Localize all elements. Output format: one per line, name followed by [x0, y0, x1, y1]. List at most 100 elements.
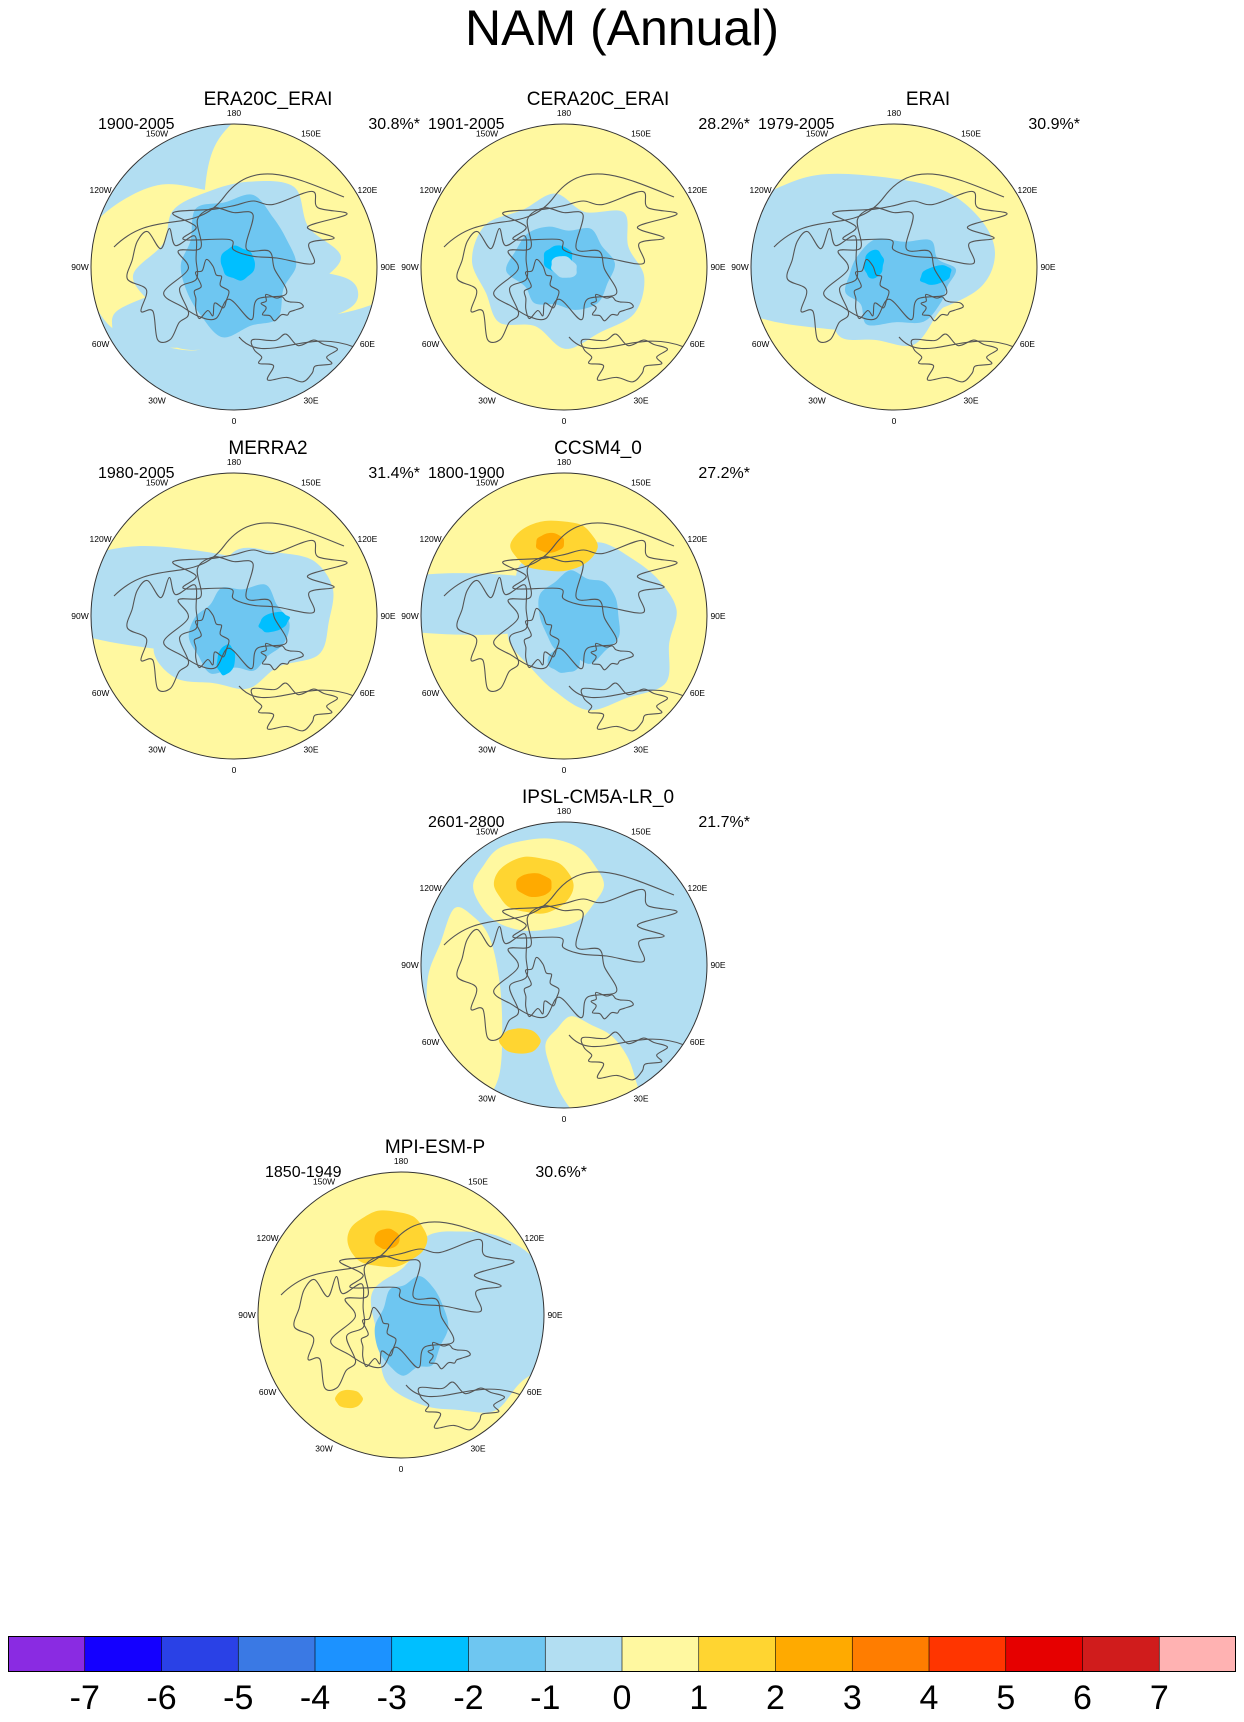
longitude-label: 60E	[690, 688, 705, 698]
coastline	[417, 1381, 506, 1431]
colorbar-tick-label: -6	[146, 1679, 177, 1717]
longitude-label: 30W	[148, 395, 165, 405]
coastline	[280, 1221, 512, 1296]
coastline	[580, 333, 669, 383]
panel-period: 1850-1949	[265, 1164, 342, 1181]
coastline	[260, 642, 304, 671]
longitude-label: 150W	[476, 827, 498, 837]
longitude-label: 150E	[631, 827, 651, 837]
coastline	[443, 871, 675, 946]
longitude-label: 0	[232, 416, 237, 426]
colorbar-swatch	[161, 1636, 239, 1672]
colorbar-swatch	[238, 1636, 316, 1672]
map-boundary	[750, 123, 1038, 411]
coastline	[832, 190, 1008, 265]
contour-region	[516, 873, 552, 898]
coastline	[126, 227, 199, 343]
contour-region	[551, 256, 577, 278]
coastline	[238, 336, 355, 350]
longitude-label: 150E	[468, 1177, 488, 1187]
longitude-label: 30E	[470, 1443, 485, 1453]
coastline	[113, 173, 345, 248]
longitude-label: 90W	[401, 262, 418, 272]
contour-region	[499, 1028, 541, 1054]
coastline	[238, 685, 355, 699]
coastline	[910, 333, 999, 383]
longitude-label: 60W	[92, 339, 109, 349]
longitude-label: 120E	[357, 185, 377, 195]
colorbar-tick-label: 4	[919, 1679, 939, 1717]
coastlines	[443, 173, 685, 383]
map-boundary	[420, 472, 708, 760]
longitude-label: 120E	[687, 185, 707, 195]
panel-title: MPI-ESM-P	[384, 1137, 486, 1158]
longitude-label: 30W	[478, 395, 495, 405]
coastline	[920, 293, 964, 322]
polar-map: 180 150E 120E 90E 60E 30E 0 30W 60W 90W 120W 150W	[401, 806, 726, 1124]
coastline	[786, 227, 859, 343]
longitude-label: 30W	[315, 1443, 332, 1453]
panel-period: 2601-2800	[428, 814, 505, 831]
polar-map: 180 150E 120E 90E 60E 30E 0 30W 60W 90W 120W 150W	[731, 108, 1056, 426]
longitude-label: 90E	[710, 262, 725, 272]
longitude-label: 120E	[687, 534, 707, 544]
longitude-label: 90E	[547, 1310, 562, 1320]
colorbar-tick-label: -5	[223, 1679, 254, 1717]
coastlines	[280, 1221, 522, 1431]
longitude-label: 150E	[301, 129, 321, 139]
longitude-label: 150E	[301, 478, 321, 488]
colorbar-tick-label: 6	[1073, 1679, 1092, 1717]
coastline	[493, 905, 618, 1019]
longitude-label: 180	[227, 457, 241, 467]
polar-map: 180 150E 120E 90E 60E 30E 0 30W 60W 90W 120W 150W	[401, 457, 726, 775]
contour-region	[374, 1228, 400, 1250]
longitude-label: 30E	[303, 744, 318, 754]
map-panel-ipsl: IPSL-CM5A-LR_0 2601-2800 21.7%* 180 150E 120E…	[401, 787, 768, 1153]
colorbar-labels: -7 -6 -5 -4 -3 -2 -1 0 1 2 3 4 5 6 7	[8, 1678, 1236, 1718]
map-panel-merra2: MERRA2 1980-2005 31.4%* 180 150E 120E 90E 60E 30…	[71, 438, 438, 804]
longitude-label: 60E	[360, 339, 375, 349]
map-panel-ccsm4: CCSM4_0 1800-1900 27.2%* 180 150E 120E 90E 60E 3…	[401, 438, 768, 804]
colorbar-swatch	[852, 1636, 930, 1672]
coastline	[163, 207, 288, 321]
colorbar-swatch	[1005, 1636, 1083, 1672]
colorbar-swatch	[391, 1636, 469, 1672]
longitude-label: 60W	[422, 1037, 439, 1047]
coastline	[773, 173, 1005, 248]
longitude-label: 0	[562, 765, 567, 775]
longitude-label: 90E	[1040, 262, 1055, 272]
longitude-label: 150E	[631, 129, 651, 139]
map-boundary	[420, 123, 708, 411]
longitude-label: 60W	[422, 339, 439, 349]
longitude-label: 120E	[1017, 185, 1037, 195]
longitude-label: 150W	[476, 129, 498, 139]
colorbar-swatch	[622, 1636, 700, 1672]
coastline	[193, 607, 230, 669]
coastline	[853, 258, 890, 320]
colorbar-tick-label: 5	[996, 1679, 1016, 1717]
coastline	[823, 207, 948, 321]
colorbar-swatch	[775, 1636, 853, 1672]
coastline	[260, 293, 304, 322]
longitude-label: 90E	[710, 611, 725, 621]
contour-region	[258, 611, 290, 633]
coastline	[523, 258, 560, 320]
panel-variance: 30.8%*	[368, 116, 420, 133]
colorbar-tick-label: 7	[1149, 1679, 1169, 1717]
longitude-label: 120W	[89, 185, 111, 195]
colorbar-swatch	[545, 1636, 623, 1672]
polar-map: 180 150E 120E 90E 60E 30E 0 30W 60W 90W 120W 150W	[71, 457, 396, 775]
map-panel-mpi: MPI-ESM-P 1850-1949 30.6%* 180 150E 120E 90E 60…	[238, 1137, 605, 1503]
coastline	[502, 190, 678, 265]
map-panel-era20c: ERA20C_ERAI 1900-2005 30.8%* 180 150E 120E 90E…	[71, 89, 438, 455]
colorbar-swatch	[468, 1636, 546, 1672]
colorbar-swatch	[8, 1636, 86, 1672]
colorbar-tick-label: 2	[766, 1679, 785, 1717]
coastline	[568, 336, 685, 350]
coastline	[580, 682, 669, 732]
colorbar-swatch	[1082, 1636, 1160, 1672]
coastline	[590, 991, 634, 1020]
map-boundary	[90, 472, 378, 760]
longitude-label: 30W	[808, 395, 825, 405]
coastline	[590, 293, 634, 322]
